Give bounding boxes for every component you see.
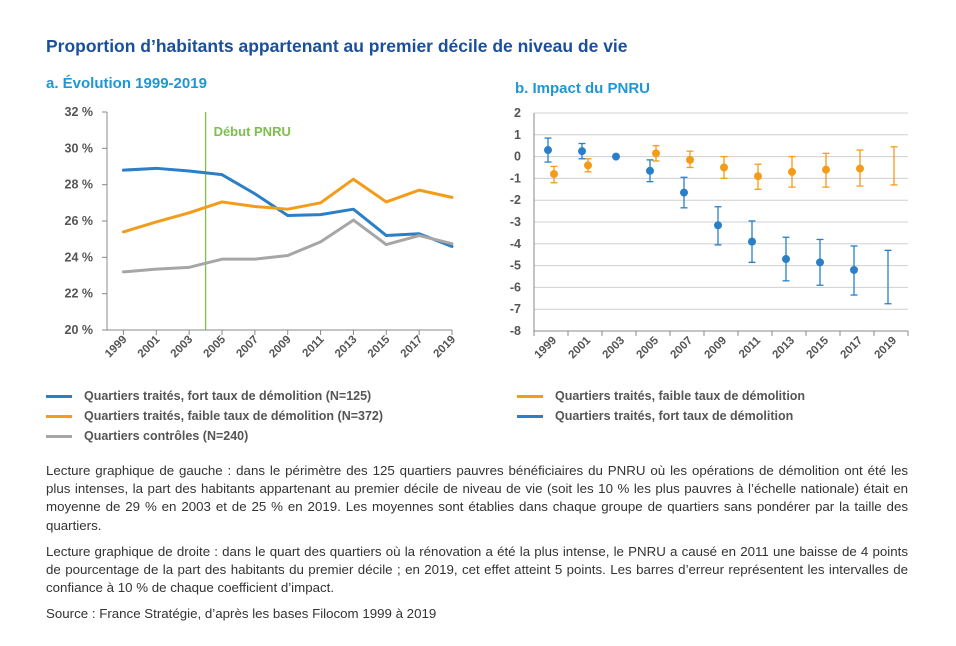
x-tick-label: 2019	[432, 334, 459, 361]
data-point-2	[612, 152, 620, 161]
source-note: Source : France Stratégie, d’après les b…	[46, 606, 437, 622]
y-tick-label: -1	[510, 171, 521, 185]
legend-b: Quartiers traités, faible taux de démoli…	[517, 386, 805, 426]
data-point-2	[748, 237, 756, 246]
x-tick-label: 2001	[136, 333, 163, 360]
data-point-2	[544, 146, 552, 155]
y-tick-label: 32 %	[65, 105, 94, 119]
x-tick-label: 2011	[737, 334, 764, 361]
x-tick-label: 2009	[267, 334, 294, 361]
legend-a-item: Quartiers traités, faible taux de démoli…	[46, 406, 383, 426]
x-tick-label: 2007	[234, 334, 261, 361]
data-point-2	[680, 188, 688, 197]
y-tick-label: 26 %	[65, 214, 94, 228]
y-tick-label: 1	[514, 128, 521, 142]
y-tick-label: 30 %	[65, 141, 94, 155]
legend-a-label: Quartiers contrôles (N=240)	[84, 429, 249, 443]
data-point-2	[646, 166, 654, 175]
x-tick-label: 2007	[669, 335, 696, 362]
x-tick-label: 2005	[202, 333, 229, 360]
y-tick-label: -5	[510, 259, 521, 273]
x-tick-label: 2017	[839, 335, 866, 362]
x-tick-label: 2017	[399, 334, 426, 361]
data-point-1	[822, 165, 830, 174]
legend-a: Quartiers traités, fort taux de démoliti…	[46, 386, 383, 446]
y-tick-label: 20 %	[65, 323, 94, 337]
y-tick-label: 2	[514, 106, 521, 120]
data-point-2	[714, 221, 722, 230]
data-point-1	[754, 172, 762, 181]
note-right-chart: Lecture graphique de droite : dans le qu…	[46, 543, 908, 596]
data-point-2	[578, 147, 586, 156]
legend-b-item: Quartiers traités, faible taux de démoli…	[517, 386, 805, 406]
x-tick-label: 2003	[169, 334, 196, 361]
pnru-start-label: Début PNRU	[214, 124, 291, 139]
y-tick-label: 22 %	[65, 287, 94, 301]
legend-b-swatch	[517, 415, 543, 418]
legend-a-swatch	[46, 415, 72, 418]
data-point-1	[686, 155, 694, 164]
legend-a-item: Quartiers contrôles (N=240)	[46, 426, 383, 446]
y-tick-label: -3	[510, 215, 521, 229]
note-left-chart: Lecture graphique de gauche : dans le pé…	[46, 463, 908, 533]
data-point-2	[782, 255, 790, 264]
data-point-1	[584, 161, 592, 170]
x-tick-label: 2003	[601, 335, 628, 362]
y-tick-label: 0	[514, 150, 521, 164]
chart-a-title: a. Évolution 1999-2019	[46, 75, 207, 92]
data-point-1	[720, 163, 728, 172]
y-tick-label: -2	[510, 193, 521, 207]
x-tick-label: 2001	[567, 334, 594, 361]
chart-a-evolution: 20 % 22 % 24 % 26 % 28 % 30 % 32 % 1999 2001 2003…	[65, 105, 459, 361]
page-title: Proportion d’habitants appartenant au pr…	[46, 36, 628, 56]
notes: Lecture graphique de gauche : dans le pé…	[46, 462, 908, 632]
legend-b-label: Quartiers traités, faible taux de démoli…	[555, 389, 806, 403]
data-point-2	[816, 258, 824, 267]
x-tick-label: 2009	[703, 335, 730, 362]
data-point-1	[788, 167, 796, 176]
x-tick-label: 2013	[771, 335, 798, 362]
x-tick-label: 2013	[333, 334, 360, 361]
x-tick-label: 2019	[873, 335, 900, 362]
data-point-2	[850, 265, 858, 274]
data-point-1	[856, 164, 864, 173]
y-tick-label: -7	[510, 302, 521, 316]
x-tick-label: 2015	[366, 333, 393, 360]
series-line-2	[121, 177, 454, 234]
legend-a-label: Quartiers traités, faible taux de démoli…	[84, 409, 384, 423]
series-line-1	[121, 166, 454, 248]
x-tick-label: 2005	[635, 334, 662, 361]
legend-a-item: Quartiers traités, fort taux de démoliti…	[46, 386, 383, 406]
x-tick-label: 2015	[805, 334, 832, 361]
x-tick-label: 1999	[103, 334, 130, 361]
data-point-1	[550, 170, 558, 179]
y-tick-label: -8	[510, 324, 521, 338]
y-tick-label: -6	[510, 280, 521, 294]
chart-b-title: b. Impact du PNRU	[515, 80, 651, 97]
legend-b-item: Quartiers traités, fort taux de démoliti…	[517, 406, 805, 426]
legend-b-swatch	[517, 395, 543, 398]
legend-a-label: Quartiers traités, fort taux de démoliti…	[84, 389, 372, 403]
y-tick-label: -4	[510, 237, 521, 251]
y-tick-label: 24 %	[65, 250, 94, 264]
legend-a-swatch	[46, 435, 72, 438]
chart-b-impact: -8 -7 -6 -5 -4 -3 -2 -1 0 1 2 1999 2001 2003 2005 2007 2…	[510, 106, 909, 362]
legend-b-label: Quartiers traités, fort taux de démoliti…	[555, 409, 794, 423]
x-tick-label: 1999	[533, 335, 560, 362]
data-point-1	[652, 149, 660, 158]
series-line-3	[121, 218, 454, 274]
y-tick-label: 28 %	[65, 178, 94, 192]
x-tick-label: 2011	[301, 333, 328, 360]
legend-a-swatch	[46, 395, 72, 398]
